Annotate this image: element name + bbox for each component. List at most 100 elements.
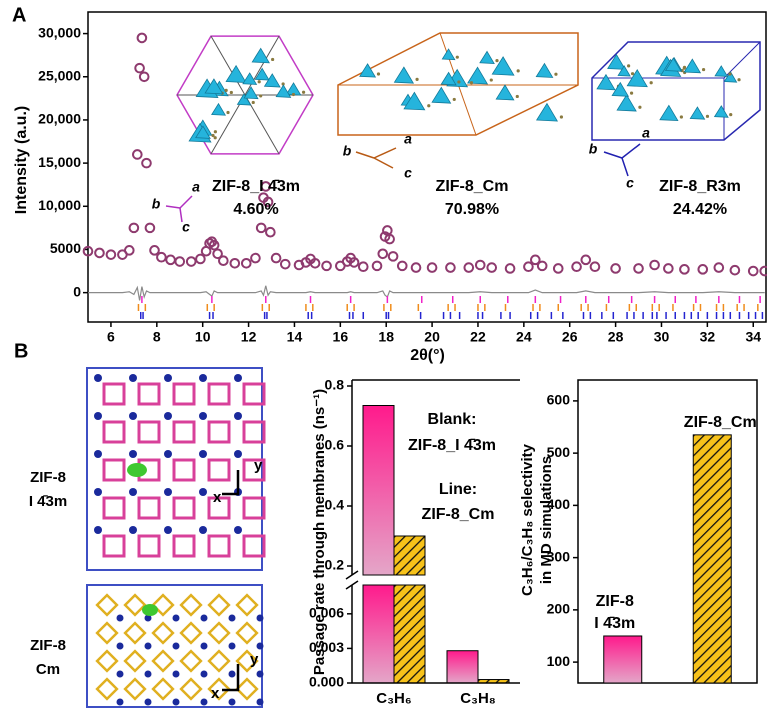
cation bbox=[229, 671, 236, 678]
x-axis-label: 2θ(°) bbox=[410, 347, 445, 364]
bar bbox=[604, 636, 642, 683]
cation bbox=[201, 699, 208, 706]
cation bbox=[257, 643, 264, 650]
x-tick-label: 20 bbox=[424, 329, 440, 345]
structure-label: ZIF-8 bbox=[30, 637, 66, 654]
cation bbox=[229, 615, 236, 622]
x-tick-label: 14 bbox=[287, 329, 303, 345]
atom bbox=[490, 78, 493, 81]
x-tick-label: 34 bbox=[745, 329, 761, 345]
atom bbox=[729, 113, 732, 116]
cation bbox=[164, 374, 172, 382]
x-tick-label: 12 bbox=[241, 329, 257, 345]
y-axis-label: in MD simulations bbox=[538, 456, 555, 584]
cation bbox=[199, 526, 207, 534]
cation bbox=[234, 450, 242, 458]
cation bbox=[201, 615, 208, 622]
cation bbox=[94, 526, 102, 534]
cation bbox=[173, 671, 180, 678]
cation bbox=[173, 643, 180, 650]
cation bbox=[234, 374, 242, 382]
atom bbox=[427, 104, 430, 107]
cation bbox=[129, 526, 137, 534]
cation bbox=[164, 488, 172, 496]
cation bbox=[129, 374, 137, 382]
atom bbox=[517, 69, 520, 72]
cation bbox=[129, 450, 137, 458]
phase-fraction: 24.42% bbox=[673, 201, 727, 218]
atom bbox=[495, 59, 498, 62]
phase-name: ZIF-8_I 4̄3m bbox=[212, 178, 300, 195]
x-tick-label: C₃H₈ bbox=[460, 690, 496, 707]
cation bbox=[199, 374, 207, 382]
cation bbox=[94, 450, 102, 458]
cation bbox=[164, 450, 172, 458]
atom bbox=[259, 94, 262, 97]
atom bbox=[292, 93, 295, 96]
triad-label: b bbox=[343, 143, 352, 159]
atom bbox=[737, 78, 740, 81]
bar bbox=[363, 406, 394, 576]
atom bbox=[271, 58, 274, 61]
x-tick-label: 24 bbox=[516, 329, 532, 345]
cation bbox=[145, 643, 152, 650]
phase-fraction: 70.98% bbox=[445, 201, 499, 218]
atom bbox=[560, 115, 563, 118]
y-tick-label: 10,000 bbox=[38, 197, 81, 213]
x-tick-label: C₃H₆ bbox=[376, 690, 411, 707]
x-tick-label: 10 bbox=[195, 329, 211, 345]
atom bbox=[627, 64, 630, 67]
cation bbox=[257, 615, 264, 622]
triad-label: c bbox=[626, 175, 634, 191]
cation bbox=[229, 643, 236, 650]
bar bbox=[394, 536, 425, 575]
triad-label: b bbox=[152, 196, 161, 212]
cation bbox=[117, 671, 124, 678]
atom bbox=[453, 98, 456, 101]
legend-prefix: Blank: bbox=[428, 411, 477, 428]
axis-letter: x bbox=[213, 489, 222, 506]
x-tick-label: 22 bbox=[470, 329, 486, 345]
atom bbox=[456, 56, 459, 59]
phase-name: ZIF-8_Cm bbox=[436, 178, 509, 195]
axis-letter: x bbox=[211, 685, 220, 702]
category-label: I 4̄3m bbox=[594, 615, 635, 632]
atom bbox=[211, 134, 214, 137]
structure-label: ZIF-8 bbox=[30, 469, 66, 486]
x-tick-label: 16 bbox=[333, 329, 349, 345]
cation bbox=[199, 488, 207, 496]
page: A B ZIF-8 I 4̄3m ZIF-8 Cm y x y x abcabc… bbox=[0, 0, 767, 708]
x-tick-label: 30 bbox=[654, 329, 670, 345]
y-axis-label: Intensity (a.u.) bbox=[13, 106, 30, 214]
y-tick-label: 20,000 bbox=[38, 111, 81, 127]
legend-entry: ZIF-8_I 4̄3m bbox=[408, 437, 496, 454]
atom bbox=[631, 72, 634, 75]
y-tick-label: 100 bbox=[547, 653, 571, 669]
y-tick-label: 200 bbox=[547, 601, 571, 617]
atom bbox=[415, 78, 418, 81]
axis-letter: y bbox=[254, 457, 263, 474]
cation bbox=[257, 671, 264, 678]
guest bbox=[142, 604, 158, 616]
triad-label: c bbox=[182, 219, 190, 235]
atom bbox=[630, 92, 633, 95]
bar bbox=[693, 435, 731, 683]
cation bbox=[229, 699, 236, 706]
y-tick-label: 15,000 bbox=[38, 154, 81, 170]
atom bbox=[706, 115, 709, 118]
cation bbox=[129, 488, 137, 496]
cation bbox=[164, 412, 172, 420]
triad-label: c bbox=[404, 165, 412, 181]
y-tick-label: 0 bbox=[73, 283, 81, 299]
cation bbox=[257, 699, 264, 706]
atom bbox=[680, 115, 683, 118]
figure: A B ZIF-8 I 4̄3m ZIF-8 Cm y x y x abcabc… bbox=[0, 0, 767, 708]
y-axis-label: C₃H₆/C₃H₈ selectivity bbox=[519, 443, 536, 596]
bar bbox=[447, 651, 478, 683]
bar bbox=[363, 585, 394, 683]
cation bbox=[234, 412, 242, 420]
atom bbox=[683, 67, 686, 70]
atom bbox=[214, 130, 217, 133]
atom bbox=[225, 89, 228, 92]
cation bbox=[199, 412, 207, 420]
